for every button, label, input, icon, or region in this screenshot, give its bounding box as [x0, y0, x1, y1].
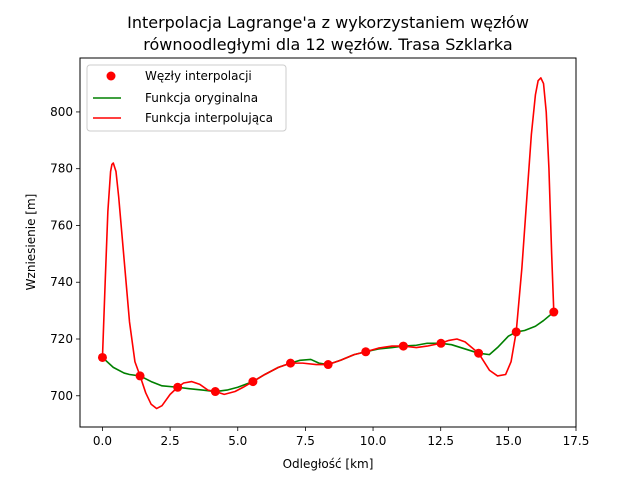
node-point-2 [173, 382, 183, 392]
y-tick-label: 780 [50, 162, 73, 176]
node-point-10 [474, 348, 484, 358]
node-point-6 [323, 360, 333, 370]
x-tick-label: 10.0 [360, 434, 387, 448]
x-tick-label: 2.5 [161, 434, 180, 448]
node-point-1 [135, 371, 145, 381]
chart-title-line-2: równoodległymi dla 12 węzłów. Trasa Szkl… [143, 35, 512, 54]
x-tick-label: 0.0 [93, 434, 112, 448]
y-tick-label: 740 [50, 275, 73, 289]
legend-label-original: Funkcja oryginalna [145, 91, 258, 105]
chart-title-line-1: Interpolacja Lagrange'a z wykorzystaniem… [127, 13, 529, 32]
x-tick-label: 12.5 [427, 434, 454, 448]
node-point-7 [361, 347, 371, 357]
x-axis: 0.0 2.5 5.0 7.5 10.0 12.5 15.0 17.5 [93, 427, 589, 448]
x-tick-label: 15.0 [495, 434, 522, 448]
plot-area [97, 77, 559, 410]
x-tick-label: 7.5 [296, 434, 315, 448]
legend-box [86, 64, 287, 132]
node-point-5 [286, 358, 296, 368]
legend-label-nodes: Węzły interpolacji [145, 69, 252, 83]
node-point-0 [97, 352, 107, 362]
node-point-4 [248, 377, 258, 387]
legend-label-interpolating: Funkcja interpolująca [145, 111, 273, 125]
x-axis-label: Odległość [km] [283, 457, 374, 471]
node-point-3 [210, 387, 220, 397]
node-point-11 [511, 327, 521, 337]
node-point-12 [549, 307, 559, 317]
y-axis-label: Wzniesienie [m] [24, 194, 38, 291]
y-axis: 700 720 740 760 780 800 [50, 105, 80, 403]
y-tick-label: 800 [50, 105, 73, 119]
y-tick-label: 700 [50, 389, 73, 403]
y-tick-label: 720 [50, 332, 73, 346]
legend: Węzły interpolacji Funkcja oryginalna Fu… [86, 64, 287, 132]
axes-frame [79, 57, 577, 428]
legend-marker-nodes [106, 71, 116, 81]
x-tick-label: 17.5 [563, 434, 590, 448]
x-tick-label: 5.0 [228, 434, 247, 448]
y-tick-label: 760 [50, 218, 73, 232]
series-line-2 [101, 77, 555, 410]
node-point-9 [436, 338, 446, 348]
node-point-8 [398, 341, 408, 351]
